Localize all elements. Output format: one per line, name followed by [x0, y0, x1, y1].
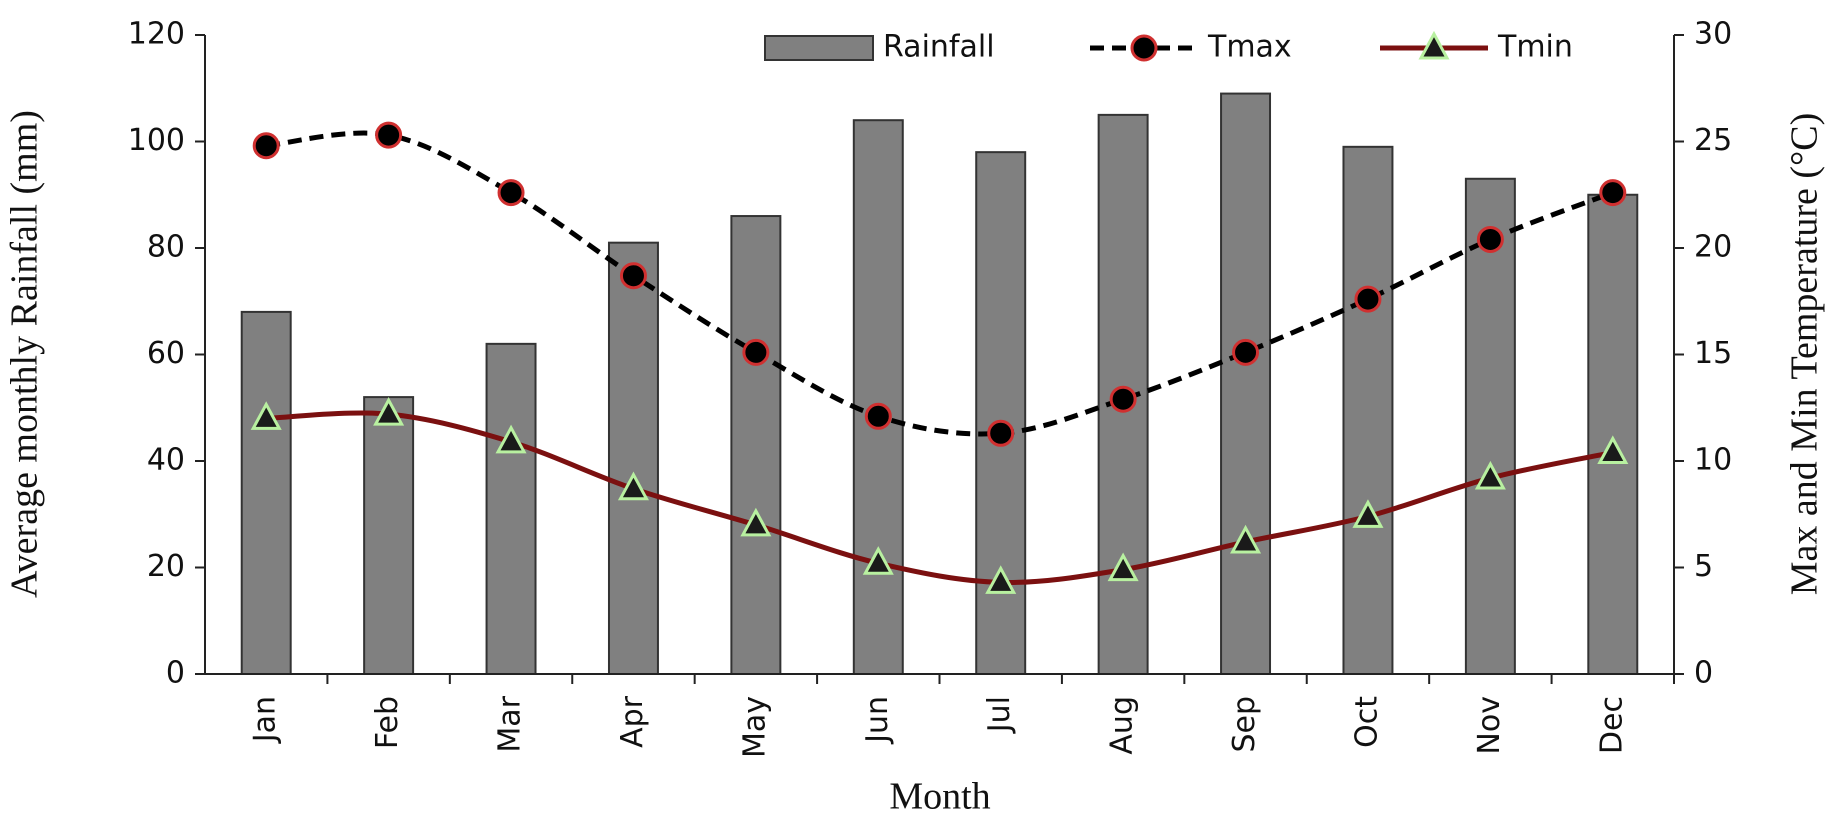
bar: [363, 396, 415, 675]
marker: [1597, 435, 1629, 464]
marker: [373, 396, 405, 426]
marker: [862, 546, 894, 575]
marker: [740, 507, 772, 537]
y-tick-label: 80: [147, 230, 185, 265]
bar: [1342, 145, 1394, 675]
x-axis-title: Month: [889, 776, 990, 818]
y-tick-label: 60: [147, 336, 185, 371]
y2-tick-label: 30: [1694, 17, 1732, 52]
x-tick-label: Dec: [1594, 696, 1629, 754]
y2-axis-title: Max and Min Temperature (°C): [1784, 113, 1826, 595]
y2-tick-label: 0: [1694, 656, 1713, 691]
y-axis-title: Average monthly Rainfall (mm): [4, 110, 46, 598]
legend-marker: [1130, 34, 1158, 62]
y2-tick-label: 20: [1694, 230, 1732, 265]
marker: [985, 565, 1017, 594]
marker: [864, 402, 892, 430]
marker: [252, 132, 280, 160]
line-tmin: [266, 410, 1614, 586]
marker: [1352, 499, 1384, 528]
marker: [1109, 385, 1137, 413]
bar: [607, 241, 659, 676]
legend-swatch: [764, 35, 874, 61]
x-tick-label: Sep: [1227, 696, 1262, 753]
bar: [1587, 193, 1639, 675]
x-tick-label: Apr: [615, 695, 650, 748]
marker: [1107, 552, 1139, 582]
x-tick-label: Aug: [1105, 696, 1140, 755]
x-tick-label: Jul: [982, 696, 1017, 734]
y-tick-label: 100: [128, 123, 185, 158]
marker: [250, 401, 282, 430]
legend-label: Tmin: [1497, 30, 1573, 65]
x-tick-label: Nov: [1472, 696, 1507, 755]
marker: [742, 338, 770, 366]
x-tick-label: May: [737, 696, 772, 758]
y2-tick-label: 25: [1694, 123, 1732, 158]
y2-tick-label: 15: [1694, 336, 1732, 371]
marker: [619, 262, 647, 290]
marker: [497, 179, 525, 207]
bar: [730, 215, 782, 676]
marker: [1354, 285, 1382, 313]
bar: [1220, 92, 1272, 675]
marker: [1474, 460, 1506, 490]
marker: [375, 121, 403, 149]
marker: [1232, 338, 1260, 366]
y-tick-label: 40: [147, 443, 185, 478]
y2-tick-label: 5: [1694, 549, 1713, 584]
bar: [240, 310, 292, 675]
line-tmax: [265, 130, 1614, 437]
marker: [1599, 179, 1627, 207]
bar: [975, 151, 1027, 675]
bar: [485, 342, 537, 675]
y-tick-label: 20: [147, 549, 185, 584]
y-tick-label: 120: [128, 17, 185, 52]
x-tick-label: Oct: [1349, 696, 1384, 748]
x-tick-label: Jan: [248, 696, 283, 744]
marker: [987, 419, 1015, 447]
marker: [617, 471, 649, 501]
legend-label: Rainfall: [883, 30, 995, 65]
marker: [495, 424, 527, 454]
x-tick-label: Jun: [860, 696, 895, 745]
y-tick-label: 0: [166, 656, 185, 691]
bar: [852, 119, 904, 675]
bar: [1464, 177, 1516, 675]
x-tick-label: Mar: [493, 695, 528, 752]
x-tick-label: Feb: [370, 696, 405, 749]
marker: [1230, 524, 1262, 554]
y2-tick-label: 10: [1694, 443, 1732, 478]
marker: [1476, 225, 1504, 253]
legend-marker: [1418, 30, 1450, 60]
legend-label: Tmax: [1207, 30, 1292, 65]
